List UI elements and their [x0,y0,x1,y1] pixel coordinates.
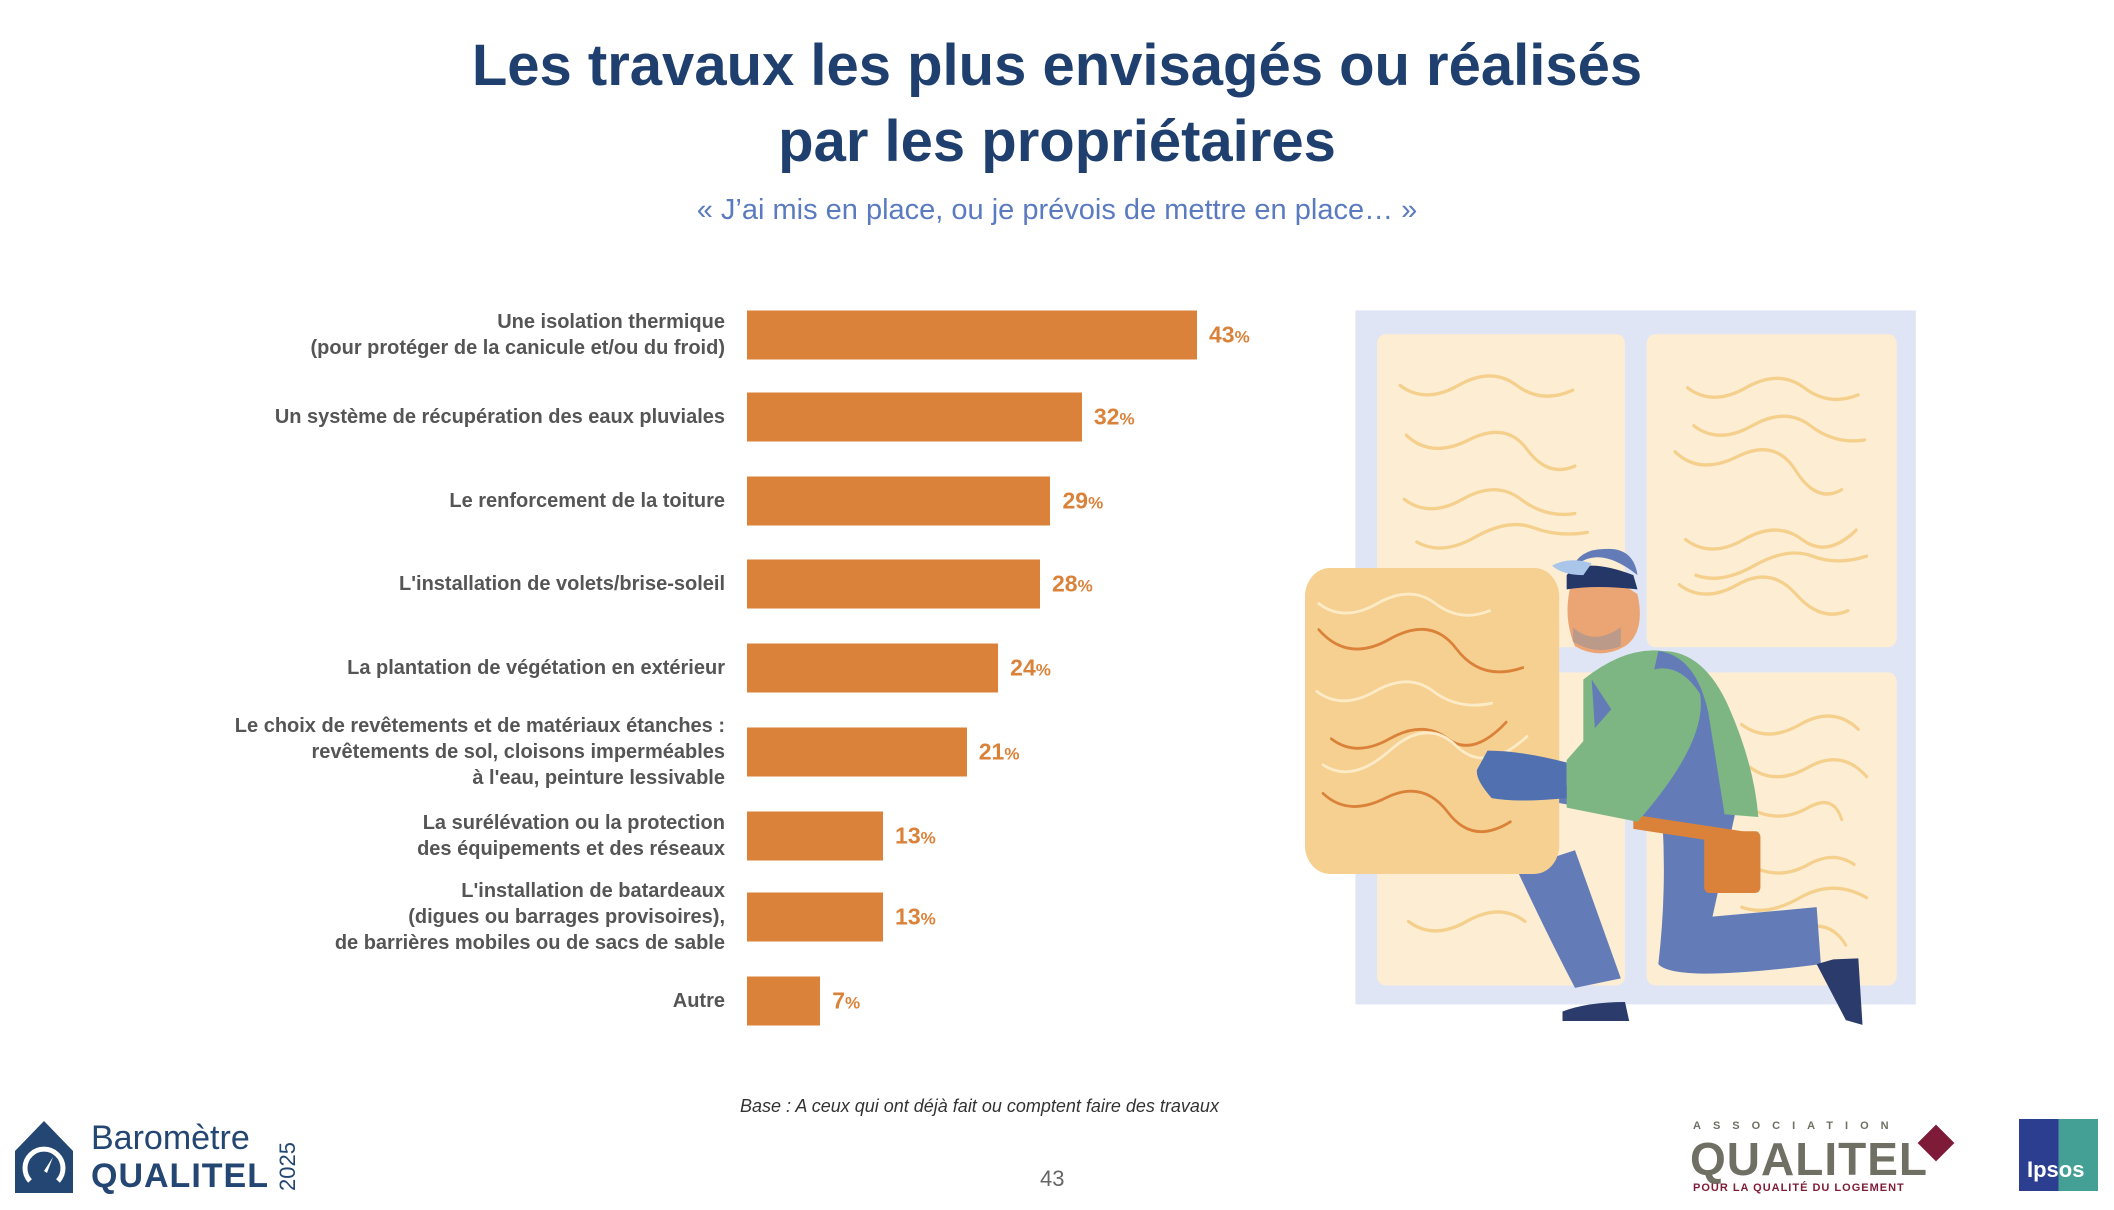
value-label: 7% [832,988,860,1015]
category-label-line: L'installation de batardeaux [461,880,725,902]
value-number: 29 [1062,487,1089,514]
subtitle: « J’ai mis en place, ou je prévois de me… [696,194,1418,226]
category-label: Autre [25,988,725,1014]
value-unit: % [920,828,936,848]
category-label: Le renforcement de la toiture [25,488,725,514]
category-label-line: revêtements de sol, cloisons imperméable… [311,741,725,763]
value-unit: % [1088,493,1104,513]
value-number: 32 [1093,403,1120,430]
value-label: 21% [979,739,1020,766]
logo-text-qualitel: QUALITEL [91,1157,269,1195]
value-number: 21 [978,738,1005,765]
category-label: L'installation de volets/brise-soleil [25,571,725,597]
ipsos-logo: Ipsos [2019,1119,2098,1191]
logo-text-barometre: Baromètre [91,1119,250,1157]
bar [747,643,999,693]
value-label: 32% [1094,404,1135,431]
value-number: 13 [895,822,921,849]
category-label-line: Le renforcement de la toiture [449,490,725,512]
bar [747,892,884,942]
page-number: 43 [1040,1166,1065,1191]
footnote: Base : A ceux qui ont déjà fait ou compt… [740,1096,1219,1116]
value-number: 7 [832,987,846,1014]
page-title: Les travaux les plus envisagés ou réalis… [0,28,2114,180]
value-number: 13 [895,903,921,930]
category-label-line: (digues ou barrages provisoires), [408,906,725,928]
category-label-line: La surélévation ou la protection [422,812,725,834]
ipsos-text: Ipsos [2027,1157,2085,1182]
logo-qualitel-text: QUALITEL [1690,1133,1928,1185]
value-number: 28 [1052,570,1078,597]
logo-year: 2025 [275,1142,300,1191]
bar [747,392,1082,442]
value-unit: % [920,909,936,929]
bar [747,976,821,1026]
category-label-line: Autre [672,990,725,1012]
category-label: Un système de récupération des eaux pluv… [25,404,725,430]
bar [747,476,1051,526]
worker-insulation-illustration [1305,310,1916,1025]
category-label: Le choix de revêtements et de matériaux … [25,713,725,791]
bar [747,811,884,861]
logo-association-text: ASSOCIATION [1693,1120,1901,1132]
value-label: 28% [1052,571,1093,598]
bar [747,310,1197,360]
value-label: 13% [895,904,936,931]
category-label-line: Une isolation thermique [497,311,725,333]
title-line-2: par les propriétaires [778,109,1336,174]
title-line-1: Les travaux les plus envisagés ou réalis… [471,33,1643,98]
value-unit: % [1004,744,1020,764]
value-label: 43% [1209,322,1250,349]
category-label-line: Un système de récupération des eaux pluv… [274,406,725,428]
house-gauge-icon [15,1121,73,1193]
value-label: 24% [1010,655,1051,682]
barometre-qualitel-logo: Baromètre QUALITEL 2025 [13,1119,303,1195]
value-label: 13% [895,823,936,850]
category-label-line: La plantation de végétation en extérieur [347,657,725,679]
value-unit: % [1077,576,1093,596]
value-unit: % [1119,409,1135,429]
association-qualitel-logo: ASSOCIATION QUALITEL POUR LA QUALITÉ DU … [1690,1120,1960,1196]
value-number: 43 [1209,321,1235,348]
value-unit: % [1234,327,1250,347]
logo-tagline: POUR LA QUALITÉ DU LOGEMENT [1693,1182,1905,1194]
category-label-line: (pour protéger de la canicule et/ou du f… [310,337,725,359]
category-label-line: des équipements et des réseaux [417,838,725,860]
value-label: 29% [1062,488,1103,515]
value-unit: % [1035,660,1051,680]
category-label: L'installation de batardeaux (digues ou b… [25,878,725,956]
category-label-line: L'installation de volets/brise-soleil [399,573,725,595]
category-label-line: Le choix de revêtements et de matériaux … [234,715,725,737]
value-number: 24 [1010,654,1036,681]
bar [747,559,1041,609]
bar-chart: Une isolation thermique (pour protéger de… [25,309,1250,1026]
category-label: Une isolation thermique (pour protéger de… [25,309,725,361]
bar [747,727,967,777]
category-label: La plantation de végétation en extérieur [25,655,725,681]
value-unit: % [845,993,861,1013]
category-label-line: à l'eau, peinture lessivable [472,767,725,789]
category-label-line: de barrières mobiles ou de sacs de sable [334,932,725,954]
category-label: La surélévation ou la protection des équi… [25,810,725,862]
